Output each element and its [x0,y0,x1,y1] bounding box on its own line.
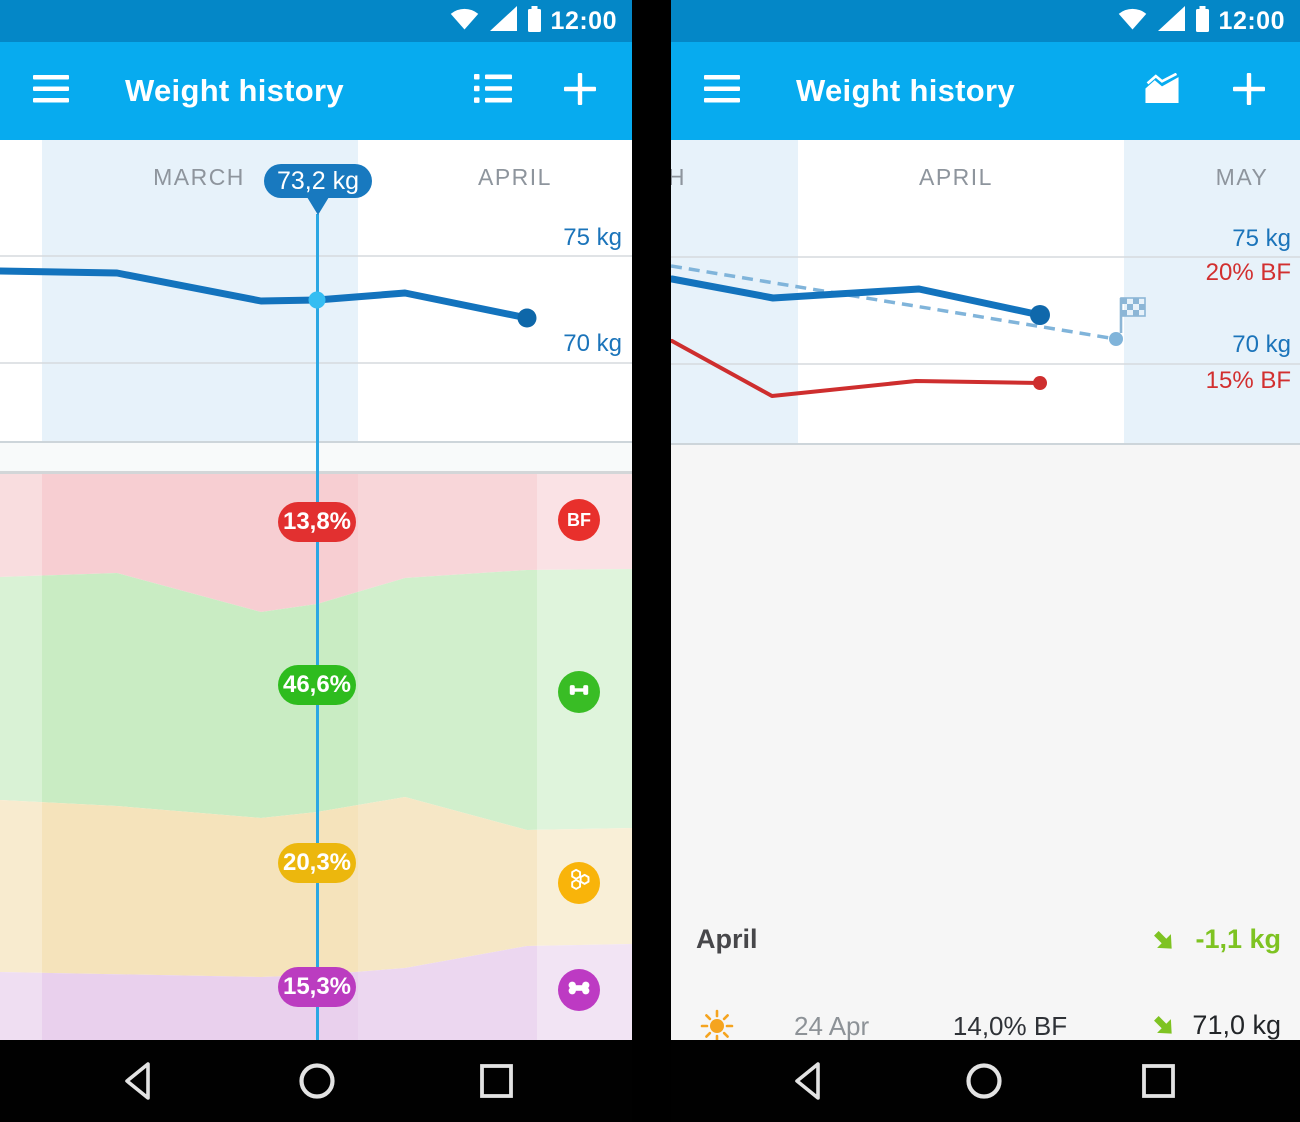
weight-end-point [517,308,537,328]
list-view-icon [474,73,514,109]
month-label-march-clipped: H [671,164,686,190]
bone-icon [565,974,593,1007]
bone-legend-circle [558,969,600,1011]
add-entry-button[interactable] [554,42,606,140]
body-fat-line [671,339,1042,398]
home-button[interactable] [295,1059,339,1103]
y-label-70kg: 70 kg [563,330,622,357]
body-fat-end-point [1033,376,1047,390]
clock: 12:00 [550,6,617,35]
chart-bottom-divider [671,443,1300,445]
menu-button[interactable] [696,42,748,140]
y-label-75kg: 75 kg [563,224,622,251]
selected-point[interactable] [308,291,326,309]
entry-weight: 71,0 kg [1192,1010,1281,1040]
page-title: Weight history [796,73,1015,108]
left-chart-data [0,267,537,328]
back-button[interactable] [788,1059,832,1103]
section-title: April [696,924,758,954]
right-android-nav-bar [671,1040,1300,1122]
weight-entries-list: April -1,1 kg 24 Apr 14,0% BF 71,0 kg [671,445,1300,1040]
right-weight-chart[interactable]: H APRIL MAY 75 kg 20% BF 70 kg 15% BF [671,140,1300,443]
menu-button[interactable] [25,42,77,140]
wifi-icon [448,6,481,36]
clock: 12:00 [1218,6,1285,35]
month-change-value: -1,1 kg [1195,924,1281,954]
plus-icon [1231,71,1267,112]
y-label-20bf: 20% BF [1206,259,1291,286]
bf-legend-circle: BF [558,499,600,541]
add-entry-button[interactable] [1223,42,1275,140]
water-badge: 20,3% [278,843,356,883]
cellular-signal-icon [489,6,518,36]
y-label-15bf: 15% BF [1206,367,1291,394]
trend-down-icon [1151,928,1177,959]
hamburger-icon [704,74,740,108]
right-chart-svg: H APRIL MAY 75 kg 20% BF 70 kg 15% BF [671,140,1300,443]
entry-bodyfat: 14,0% BF [952,1011,1068,1040]
muscle-legend-circle [558,671,600,713]
list-view-button[interactable] [468,42,520,140]
right-status-icons: 12:00 [1116,0,1285,42]
left-status-bar: 12:00 [0,0,632,42]
weight-line [0,267,531,322]
y-label-75kg: 75 kg [1232,225,1291,252]
recents-button[interactable] [1136,1059,1180,1103]
entry-date: 24 Apr [794,1011,870,1040]
selection-line [316,214,319,1040]
wifi-icon [1116,6,1149,36]
bf-text-icon: BF [567,509,591,530]
left-screen: 12:00 Weight history [0,0,632,1122]
y-label-70kg: 70 kg [1232,331,1291,358]
area-chart-icon [1144,72,1180,109]
home-button[interactable] [962,1059,1006,1103]
right-status-bar: 12:00 [671,0,1300,42]
battery-icon [1195,5,1210,37]
sun-icon [699,1008,735,1040]
chart-view-button[interactable] [1136,42,1188,140]
weight-line [671,275,1044,319]
recents-button[interactable] [474,1059,518,1103]
body-fat-badge: 13,8% [278,502,356,542]
may-month-band [1124,140,1300,443]
plus-icon [562,71,598,112]
page-title: Weight history [125,73,344,108]
hamburger-icon [33,74,69,108]
month-label-march: MARCH [153,164,245,190]
right-app-bar: Weight history [671,42,1300,140]
month-label-april: APRIL [478,164,552,190]
month-label-may: MAY [1216,164,1269,190]
hexagons-icon [566,867,593,899]
battery-icon [527,5,542,37]
left-android-nav-bar [0,1040,632,1122]
cellular-signal-icon [1157,6,1186,36]
water-legend-circle [558,862,600,904]
goal-trend-line [671,264,1117,341]
goal-flag-icon [1119,297,1146,333]
back-button[interactable] [118,1059,162,1103]
weight-end-point [1030,305,1050,325]
dumbbell-icon [566,677,592,708]
left-status-icons: 12:00 [448,0,617,42]
muscle-badge: 46,6% [278,665,356,705]
selected-value-tooltip: 73,2 kg [264,164,372,198]
left-app-bar: Weight history [0,42,632,140]
trend-down-icon [1151,1013,1177,1040]
tooltip-pointer [307,197,329,215]
right-screen: 12:00 Weight history [671,0,1300,1122]
goal-trend-end-point [1109,332,1123,346]
month-label-april: APRIL [919,164,993,190]
bone-badge: 15,3% [278,967,356,1007]
